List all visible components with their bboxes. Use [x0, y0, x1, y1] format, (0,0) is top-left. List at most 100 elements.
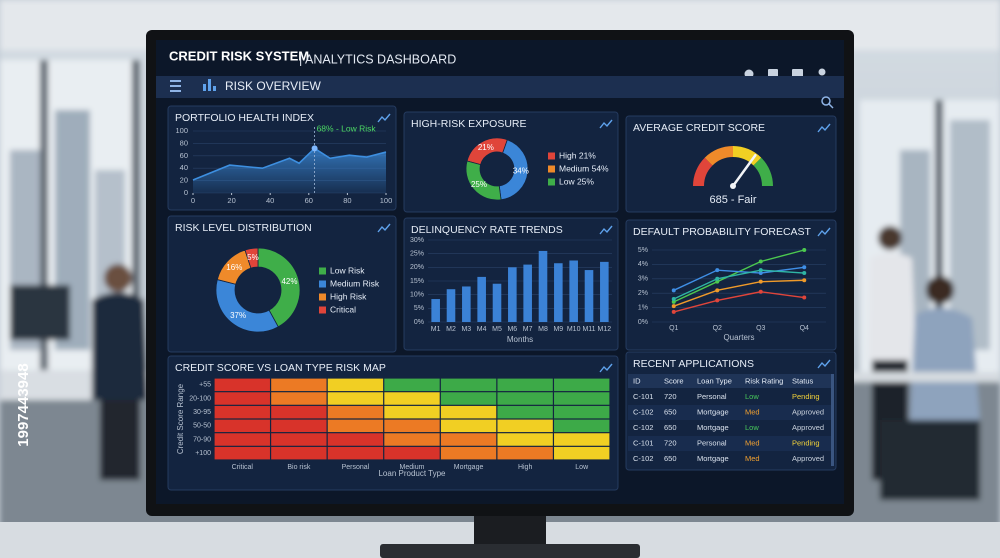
table-cell: 720 — [664, 438, 677, 447]
series-point — [715, 268, 720, 273]
table-cell: Approved — [792, 423, 824, 432]
heat-cell — [384, 392, 440, 405]
series-point — [802, 265, 807, 270]
x-tick-label: 100 — [380, 196, 393, 205]
bar — [462, 286, 471, 322]
menu-icon[interactable] — [170, 80, 181, 92]
heat-cell — [214, 419, 270, 433]
y-tick-label: 60 — [180, 151, 188, 160]
heat-cell — [384, 378, 440, 392]
row-label: 30-95 — [193, 409, 211, 416]
series-point — [802, 295, 807, 300]
heat-cell — [214, 446, 270, 460]
bar — [431, 299, 440, 322]
x-tick-label: Q4 — [800, 325, 809, 332]
table-cell: Med — [745, 438, 760, 447]
heat-cell — [327, 392, 384, 405]
heat-cell — [327, 433, 384, 446]
app-title: CREDIT RISK SYSTEM — [169, 48, 309, 63]
y-tick-label: 5% — [414, 305, 424, 312]
legend-label: Low 25% — [559, 176, 594, 186]
slice-label: 25% — [471, 180, 487, 189]
gauge-band — [693, 157, 713, 186]
slice-label: 42% — [281, 277, 297, 286]
table-row — [628, 420, 831, 436]
series-line — [673, 291, 805, 313]
heat-cell — [497, 405, 553, 419]
heat-cell — [384, 433, 440, 446]
table-cell: Approved — [792, 454, 824, 463]
table-cell: Med — [745, 407, 760, 416]
legend-label: High 21% — [559, 150, 596, 160]
table-cell: Low — [745, 392, 759, 401]
row-label: 50-50 — [193, 423, 211, 430]
legend-label: Critical — [330, 304, 356, 314]
heat-cell — [497, 378, 553, 392]
panel-icon — [817, 227, 831, 237]
x-tick-label: M11 — [582, 326, 595, 333]
panel-icon — [377, 113, 391, 123]
scrollbar — [831, 374, 834, 466]
gauge-value: 685 - Fair — [709, 194, 756, 206]
gauge-needle — [731, 154, 757, 188]
heat-cell — [327, 378, 384, 392]
heat-cell — [271, 419, 327, 433]
table-cell: 650 — [664, 454, 677, 463]
panel-icon — [377, 223, 391, 233]
heat-cell — [214, 378, 270, 392]
search-icon[interactable] — [821, 96, 834, 109]
gauge-band — [753, 157, 773, 186]
slice-label: 37% — [230, 311, 246, 320]
heat-cell — [214, 392, 270, 405]
x-axis-label: Loan Product Type — [378, 469, 446, 478]
panel-title: AVERAGE CREDIT SCORE — [633, 122, 765, 134]
x-tick-label: M6 — [507, 326, 517, 333]
heat-cell — [384, 419, 440, 433]
dashboard-content: PORTFOLIO HEALTH INDEX 0 20 40 60 80 100 0 20 40 6… — [167, 105, 837, 491]
bar — [508, 267, 517, 322]
bar — [523, 264, 532, 322]
x-tick-label: 60 — [305, 196, 313, 205]
heat-cell — [554, 433, 610, 446]
row-label: 70-90 — [193, 436, 211, 443]
x-tick-label: M9 — [553, 326, 563, 333]
bar — [538, 250, 548, 322]
y-tick-label: 20 — [180, 176, 188, 185]
table-row — [628, 405, 831, 420]
table-cell: C-102 — [633, 423, 653, 432]
column-label: Bio risk — [287, 464, 310, 471]
table-header-row — [628, 374, 831, 388]
panel-title: RISK LEVEL DISTRIBUTION — [175, 222, 312, 234]
column-header: Status — [792, 376, 814, 385]
y-tick-label: 20% — [410, 264, 424, 271]
column-label: Personal — [342, 464, 370, 471]
x-tick-label: 80 — [343, 196, 351, 205]
table-cell: Mortgage — [697, 454, 729, 463]
y-axis-label: Credit Score Range — [176, 383, 185, 454]
heat-cell — [271, 446, 327, 460]
y-tick-label: 4% — [638, 261, 648, 268]
nav-title[interactable]: RISK OVERVIEW — [225, 79, 321, 93]
series-point — [671, 309, 676, 314]
heat-cell — [271, 405, 327, 419]
gauge-band — [704, 146, 733, 166]
series-point — [802, 271, 807, 276]
column-label: Medium — [400, 464, 425, 471]
nav-bar — [156, 76, 844, 98]
series-point — [715, 276, 720, 281]
series-point — [715, 298, 720, 303]
slice-label: 34% — [513, 167, 529, 176]
table-cell: Approved — [792, 407, 824, 416]
user-icon[interactable] — [818, 68, 826, 76]
heat-cell — [384, 446, 440, 460]
heat-cell — [440, 378, 497, 392]
heat-cell — [327, 446, 384, 460]
panel-icon — [817, 123, 831, 133]
heat-cell — [440, 419, 497, 433]
panel — [625, 115, 837, 213]
chat-icon[interactable] — [792, 69, 803, 78]
x-tick-label: 0 — [191, 196, 195, 205]
table-cell: Personal — [697, 392, 727, 401]
